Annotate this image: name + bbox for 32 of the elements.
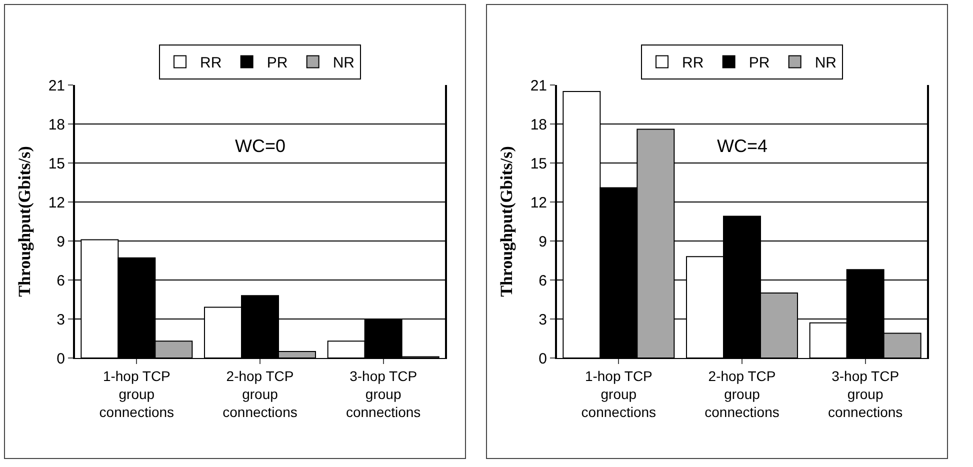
y-tick-label: 9 bbox=[538, 233, 547, 250]
x-tick-label: 1-hop TCP group connections bbox=[581, 368, 656, 420]
y-tick-label: 0 bbox=[538, 350, 547, 368]
y-tick-label: 12 bbox=[48, 194, 65, 212]
y-tick-label: 6 bbox=[56, 272, 65, 290]
legend-label: RR bbox=[682, 54, 704, 72]
y-tick-label: 6 bbox=[538, 272, 547, 290]
annotation: WC=0 bbox=[235, 136, 286, 156]
y-tick-label: 18 bbox=[530, 116, 547, 134]
y-tick-label: 15 bbox=[530, 155, 547, 172]
y-tick-label: 3 bbox=[538, 311, 547, 328]
annotation: WC=4 bbox=[717, 136, 768, 156]
y-tick-label: 15 bbox=[48, 155, 65, 172]
legend-label: NR bbox=[332, 54, 355, 72]
y-axis-title: Throughput(Gbits/s) bbox=[497, 146, 516, 297]
legend-label: RR bbox=[200, 54, 222, 72]
x-tick-label: 2-hop TCP group connections bbox=[704, 368, 780, 420]
y-tick-label: 3 bbox=[56, 311, 65, 328]
legend-label: NR bbox=[814, 54, 837, 72]
y-tick-label: 9 bbox=[56, 233, 65, 250]
y-tick-label: 0 bbox=[56, 350, 65, 368]
y-tick-label: 21 bbox=[48, 77, 65, 94]
x-tick-label: 3-hop TCP group connections bbox=[828, 368, 903, 420]
x-tick-label: 1-hop TCP group connections bbox=[99, 368, 174, 420]
y-axis-title: Throughput(Gbits/s) bbox=[15, 146, 34, 297]
x-tick-label: 3-hop TCP group connections bbox=[346, 368, 421, 420]
legend-label: PR bbox=[266, 54, 288, 72]
x-tick-label: 2-hop TCP group connections bbox=[222, 368, 298, 420]
y-tick-label: 21 bbox=[530, 77, 547, 94]
legend-label: PR bbox=[748, 54, 770, 72]
y-tick-label: 18 bbox=[48, 116, 65, 134]
y-tick-label: 12 bbox=[530, 194, 547, 212]
